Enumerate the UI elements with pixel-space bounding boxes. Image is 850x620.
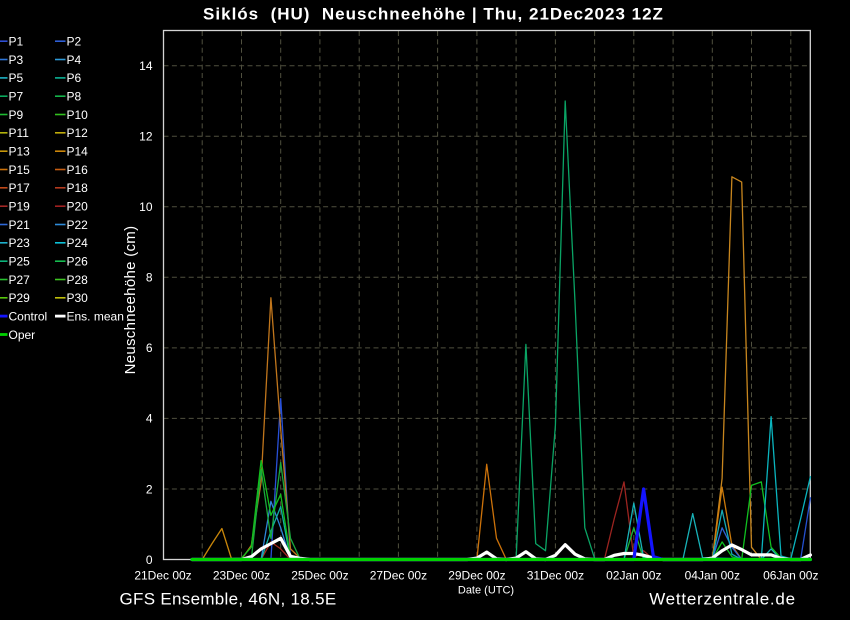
svg-text:P13: P13 xyxy=(9,145,31,159)
svg-text:P12: P12 xyxy=(67,126,89,140)
svg-text:P17: P17 xyxy=(9,181,31,195)
svg-text:P30: P30 xyxy=(67,291,89,305)
svg-text:31Dec 00z: 31Dec 00z xyxy=(527,569,584,583)
svg-text:27Dec 00z: 27Dec 00z xyxy=(370,569,427,583)
svg-text:P8: P8 xyxy=(67,90,82,104)
svg-text:Neuschneehöhe (cm): Neuschneehöhe (cm) xyxy=(122,226,139,375)
svg-text:29Dec 00z: 29Dec 00z xyxy=(448,569,505,583)
svg-text:P3: P3 xyxy=(9,53,24,67)
svg-text:Wetterzentrale.de: Wetterzentrale.de xyxy=(649,590,796,609)
svg-text:P16: P16 xyxy=(67,163,89,177)
svg-text:P28: P28 xyxy=(67,273,89,287)
svg-text:P15: P15 xyxy=(9,163,31,177)
svg-text:P5: P5 xyxy=(9,71,24,85)
svg-text:14: 14 xyxy=(139,59,153,73)
svg-text:25Dec 00z: 25Dec 00z xyxy=(291,569,348,583)
svg-text:GFS Ensemble, 46N, 18.5E: GFS Ensemble, 46N, 18.5E xyxy=(120,590,337,609)
svg-text:P11: P11 xyxy=(9,126,30,140)
svg-text:Ens. mean: Ens. mean xyxy=(67,309,124,323)
svg-text:6: 6 xyxy=(146,341,153,355)
svg-text:23Dec 00z: 23Dec 00z xyxy=(213,569,270,583)
svg-text:P25: P25 xyxy=(9,255,31,269)
svg-text:Date (UTC): Date (UTC) xyxy=(458,585,514,597)
svg-text:P1: P1 xyxy=(9,35,24,49)
svg-text:P18: P18 xyxy=(67,181,89,195)
svg-text:P21: P21 xyxy=(9,218,31,232)
svg-text:P2: P2 xyxy=(67,35,82,49)
svg-text:Control: Control xyxy=(9,309,48,323)
svg-text:P19: P19 xyxy=(9,200,31,214)
svg-text:2: 2 xyxy=(146,482,153,496)
svg-text:10: 10 xyxy=(139,200,153,214)
svg-text:P29: P29 xyxy=(9,291,31,305)
svg-text:P23: P23 xyxy=(9,236,31,250)
svg-text:P4: P4 xyxy=(67,53,82,67)
svg-text:12: 12 xyxy=(139,130,153,144)
svg-text:P20: P20 xyxy=(67,200,89,214)
svg-text:0: 0 xyxy=(146,553,153,567)
svg-text:P6: P6 xyxy=(67,71,82,85)
svg-text:Siklós (HU) Neuschneehöhe |: Siklós (HU) Neuschneehöhe | Thu, 21Dec20… xyxy=(203,4,664,23)
svg-text:8: 8 xyxy=(146,271,153,285)
svg-text:P26: P26 xyxy=(67,255,89,269)
svg-text:21Dec 00z: 21Dec 00z xyxy=(134,569,191,583)
svg-text:P14: P14 xyxy=(67,145,89,159)
svg-text:4: 4 xyxy=(146,412,153,426)
svg-text:06Jan 00z: 06Jan 00z xyxy=(763,569,818,583)
svg-text:04Jan 00z: 04Jan 00z xyxy=(685,569,740,583)
svg-text:P27: P27 xyxy=(9,273,31,287)
svg-text:P24: P24 xyxy=(67,236,89,250)
svg-text:P10: P10 xyxy=(67,108,89,122)
svg-text:P9: P9 xyxy=(9,108,24,122)
svg-text:02Jan 00z: 02Jan 00z xyxy=(606,569,661,583)
svg-text:P7: P7 xyxy=(9,90,24,104)
svg-text:Oper: Oper xyxy=(9,328,36,342)
svg-text:P22: P22 xyxy=(67,218,89,232)
